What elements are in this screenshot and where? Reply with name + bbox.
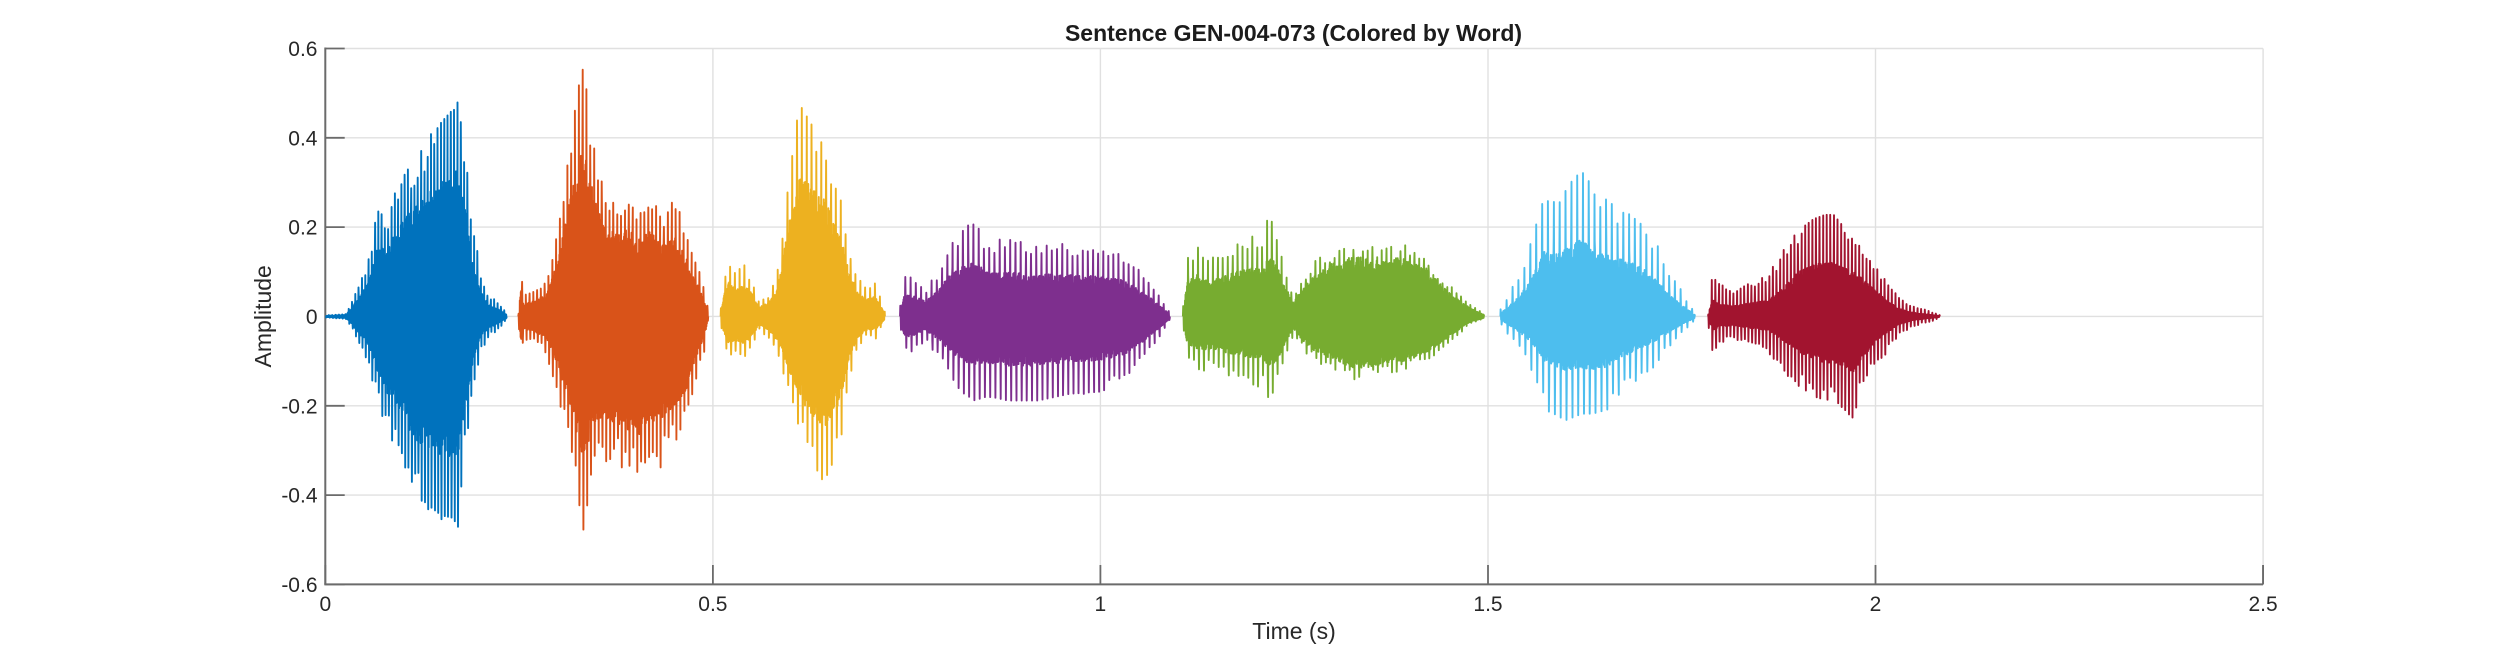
svg-text:-0.2: -0.2 — [281, 395, 317, 418]
svg-text:2.5: 2.5 — [2248, 593, 2277, 616]
svg-text:-0.4: -0.4 — [281, 485, 318, 508]
svg-text:0.6: 0.6 — [288, 38, 317, 61]
svg-text:0.4: 0.4 — [288, 127, 318, 150]
svg-text:Amplitude: Amplitude — [250, 265, 276, 367]
svg-text:0.5: 0.5 — [698, 593, 727, 616]
svg-text:1.5: 1.5 — [1473, 593, 1502, 616]
svg-text:2: 2 — [1870, 593, 1882, 616]
svg-text:0: 0 — [319, 593, 331, 616]
svg-text:0.2: 0.2 — [288, 217, 317, 240]
svg-text:0: 0 — [306, 306, 318, 329]
svg-text:1: 1 — [1095, 593, 1107, 616]
svg-text:Sentence GEN-004-073 (Colored: Sentence GEN-004-073 (Colored by Word) — [1065, 20, 1522, 46]
svg-text:-0.6: -0.6 — [281, 574, 317, 597]
svg-text:Time (s): Time (s) — [1252, 618, 1335, 644]
